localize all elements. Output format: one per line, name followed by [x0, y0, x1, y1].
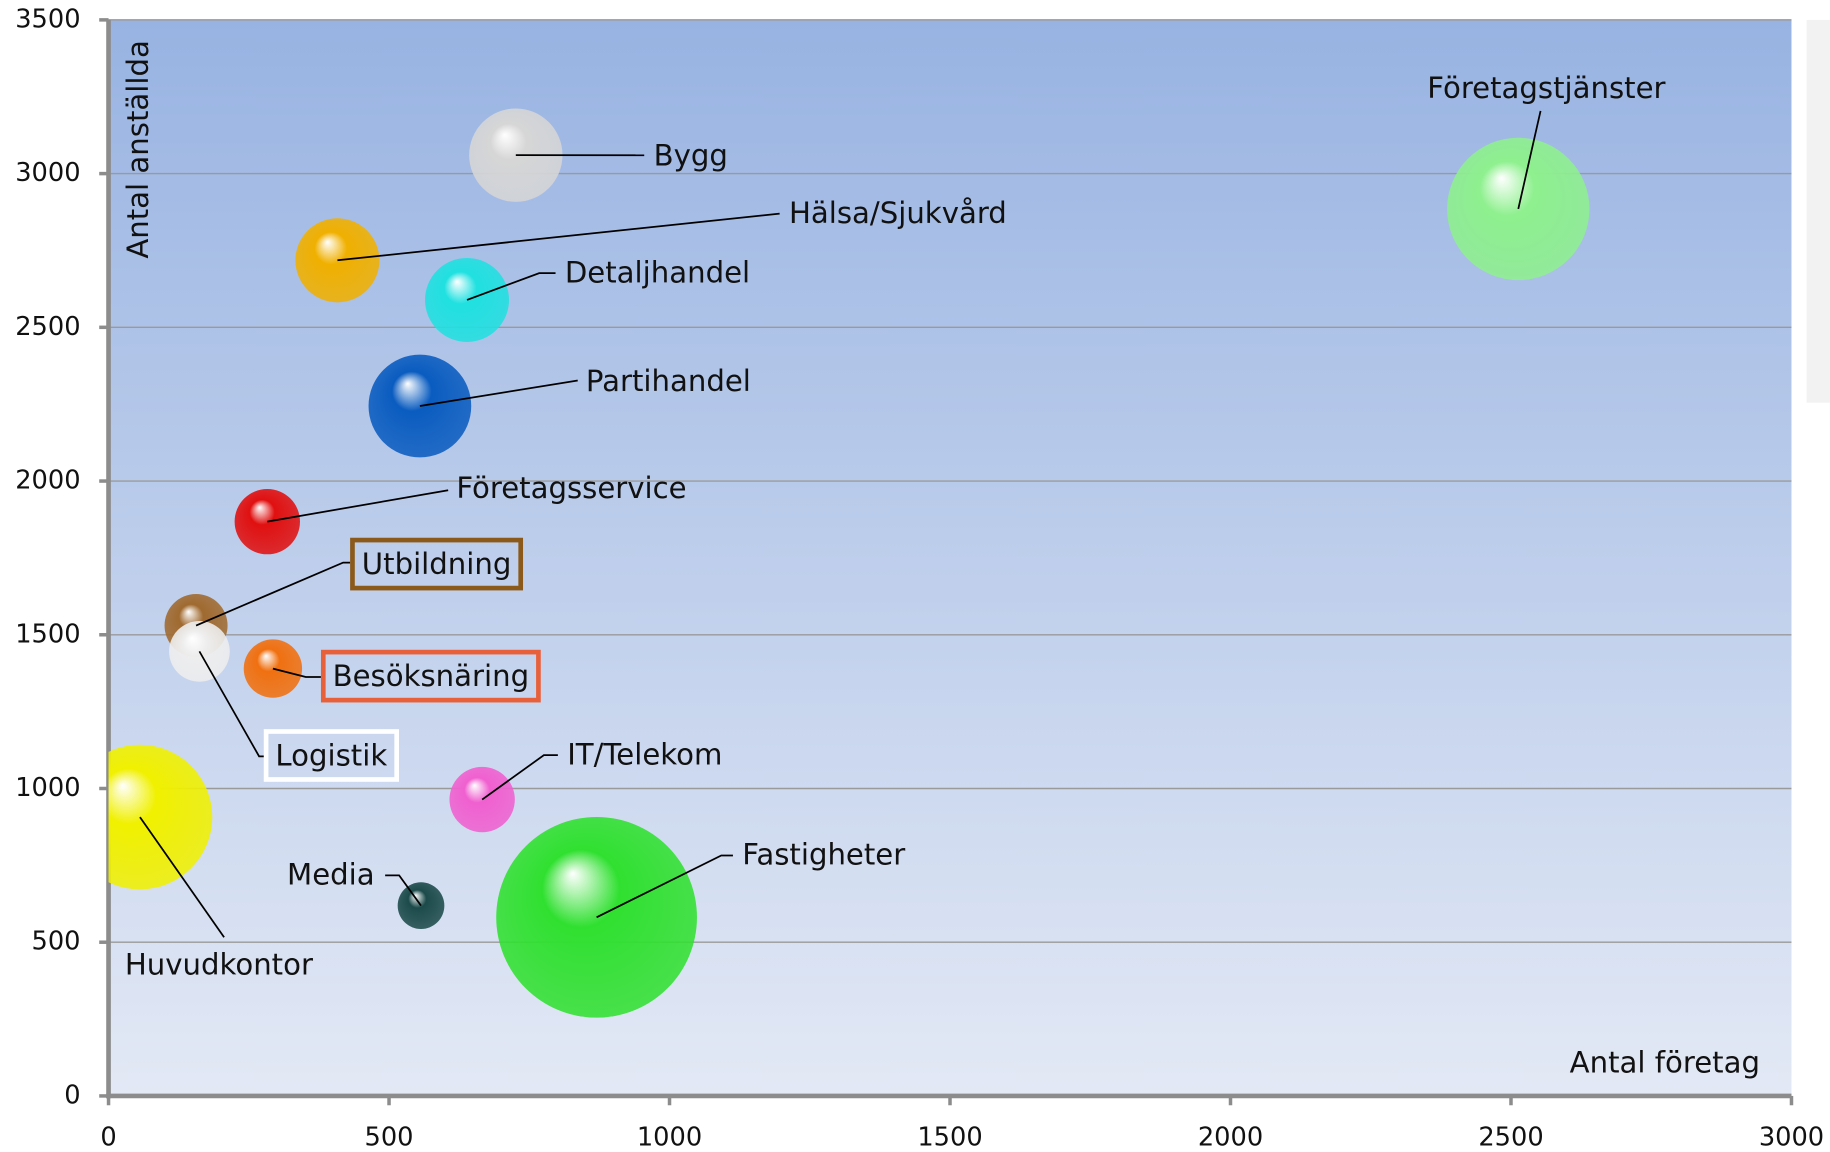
label-box [263, 729, 400, 782]
x-tick-label: 1000 [637, 1122, 702, 1152]
y-tick-label: 3500 [15, 4, 80, 34]
x-axis-label: Antal företag [1570, 1045, 1760, 1079]
bubble-label: Hälsa/Sjukvård [789, 196, 1007, 230]
bubble-label: Utbildning [362, 547, 512, 581]
legend-box [1806, 19, 1830, 403]
y-tick-label: 1000 [15, 773, 80, 803]
leader-line [198, 650, 267, 758]
x-tick-label: 500 [365, 1122, 414, 1152]
bubbles [108, 108, 1590, 1018]
bubble-label: Logistik [275, 738, 387, 772]
bubble-label: Detaljhandel [565, 255, 750, 289]
y-tick-label: 500 [32, 927, 81, 957]
leader-line [337, 212, 780, 262]
leader-line [1517, 110, 1542, 210]
leader-line [139, 816, 225, 938]
leader-line [419, 379, 578, 407]
bubble-label: Besöksnäring [333, 659, 529, 693]
bubble-label: Huvudkontor [125, 947, 313, 981]
bubble-label: Bygg [654, 139, 728, 173]
bubble-label: Företagsservice [456, 471, 686, 505]
bubble-label: IT/Telekom [567, 737, 722, 771]
y-axis-label: Antal anställda [121, 40, 155, 259]
leader-line [272, 667, 321, 678]
leader-line [481, 754, 558, 801]
x-tick-label: 0 [100, 1122, 116, 1152]
leaders [139, 110, 1542, 938]
y-tick-label: 3000 [15, 158, 80, 188]
x-tick-label: 3000 [1759, 1122, 1824, 1152]
label-box [320, 649, 541, 703]
bubble [295, 218, 380, 303]
bubble-label: Fastigheter [742, 838, 905, 872]
bubble-label: Partihandel [586, 364, 751, 398]
labels: Företagstjänster Bygg Hälsa/Sjukvård Detalj… [125, 71, 1666, 981]
bubble [469, 108, 563, 202]
x-tick-label: 2500 [1478, 1122, 1543, 1152]
leader-line [195, 561, 351, 627]
bubble [243, 639, 303, 698]
y-tick-label: 1500 [15, 619, 80, 649]
bubble [496, 816, 697, 1018]
y-tick-label: 2000 [15, 466, 80, 496]
x-tick-label: 1500 [917, 1122, 982, 1152]
bubble [108, 744, 213, 890]
y-tick-label: 2500 [15, 312, 80, 342]
leader-line [466, 272, 556, 301]
bubble-label: Media [287, 858, 375, 892]
leader-line [596, 854, 733, 919]
leader-line [267, 489, 449, 523]
label-box [350, 537, 524, 591]
y-tick-label: 0 [64, 1080, 80, 1110]
grid: 0 500 1000 1500 2000 2500 3000 3500 0 500 1000 1500… [15, 4, 1824, 1152]
leader-line [385, 874, 422, 907]
bubble-label: Företagstjänster [1427, 71, 1665, 105]
x-tick-label: 2000 [1198, 1122, 1263, 1152]
